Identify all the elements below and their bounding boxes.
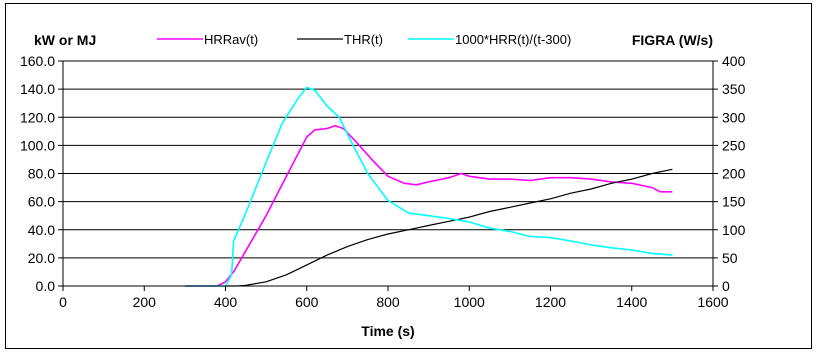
legend-label-thr: THR(t) xyxy=(344,32,383,47)
x-tick-label-2: 400 xyxy=(214,294,238,310)
y2-tick-label-6: 300 xyxy=(722,109,746,125)
y-tick-label-8: 160.0 xyxy=(20,53,55,69)
series-line-thr xyxy=(225,168,673,287)
y-tick-label-1: 20.0 xyxy=(28,250,55,266)
y-tick-label-7: 140.0 xyxy=(20,81,55,97)
y-tick-label-3: 60.0 xyxy=(28,194,55,210)
y-tick-label-6: 120.0 xyxy=(20,109,55,125)
x-tick-label-4: 800 xyxy=(376,294,400,310)
y2-tick-label-5: 250 xyxy=(722,137,746,153)
legend-label-figra: 1000*HRR(t)/(t-300) xyxy=(455,32,571,47)
y2-tick-label-7: 350 xyxy=(722,81,746,97)
y-axis-title: kW or MJ xyxy=(34,32,96,48)
x-tick-label-1: 200 xyxy=(133,294,157,310)
y-tick-label-5: 100.0 xyxy=(20,137,55,153)
x-tick-label-7: 1400 xyxy=(616,294,647,310)
y2-tick-label-8: 400 xyxy=(722,53,746,69)
y2-axis-title: FIGRA (W/s) xyxy=(632,32,713,48)
legend: HRRav(t) THR(t) 1000*HRR(t)/(t-300) xyxy=(157,32,571,47)
y-tick-label-2: 40.0 xyxy=(28,222,55,238)
x-tick-label-8: 1600 xyxy=(697,294,728,310)
legend-label-hrrav: HRRav(t) xyxy=(204,32,258,47)
x-axis-title: Time (s) xyxy=(361,323,414,339)
y2-tick-label-4: 200 xyxy=(722,166,746,182)
x-tick-label-3: 600 xyxy=(295,294,319,310)
y-tick-label-4: 80.0 xyxy=(28,166,55,182)
grid-lines xyxy=(63,60,713,287)
x-tick-label-6: 1200 xyxy=(535,294,566,310)
series-line-hrrav xyxy=(184,124,673,287)
y2-tick-label-0: 0 xyxy=(722,278,730,294)
y-tick-label-0: 0.0 xyxy=(36,278,56,294)
y2-tick-label-2: 100 xyxy=(722,222,746,238)
series-line-figra xyxy=(184,86,673,287)
y2-tick-label-3: 150 xyxy=(722,194,746,210)
tick-labels: 0 200 400 600 800 1000 1200 1400 16000.020.040.0… xyxy=(20,53,746,310)
x-tick-label-5: 1000 xyxy=(454,294,485,310)
y2-tick-label-1: 50 xyxy=(722,250,738,266)
axes xyxy=(58,60,718,291)
x-tick-label-0: 0 xyxy=(59,294,67,310)
series-lines xyxy=(184,86,673,287)
